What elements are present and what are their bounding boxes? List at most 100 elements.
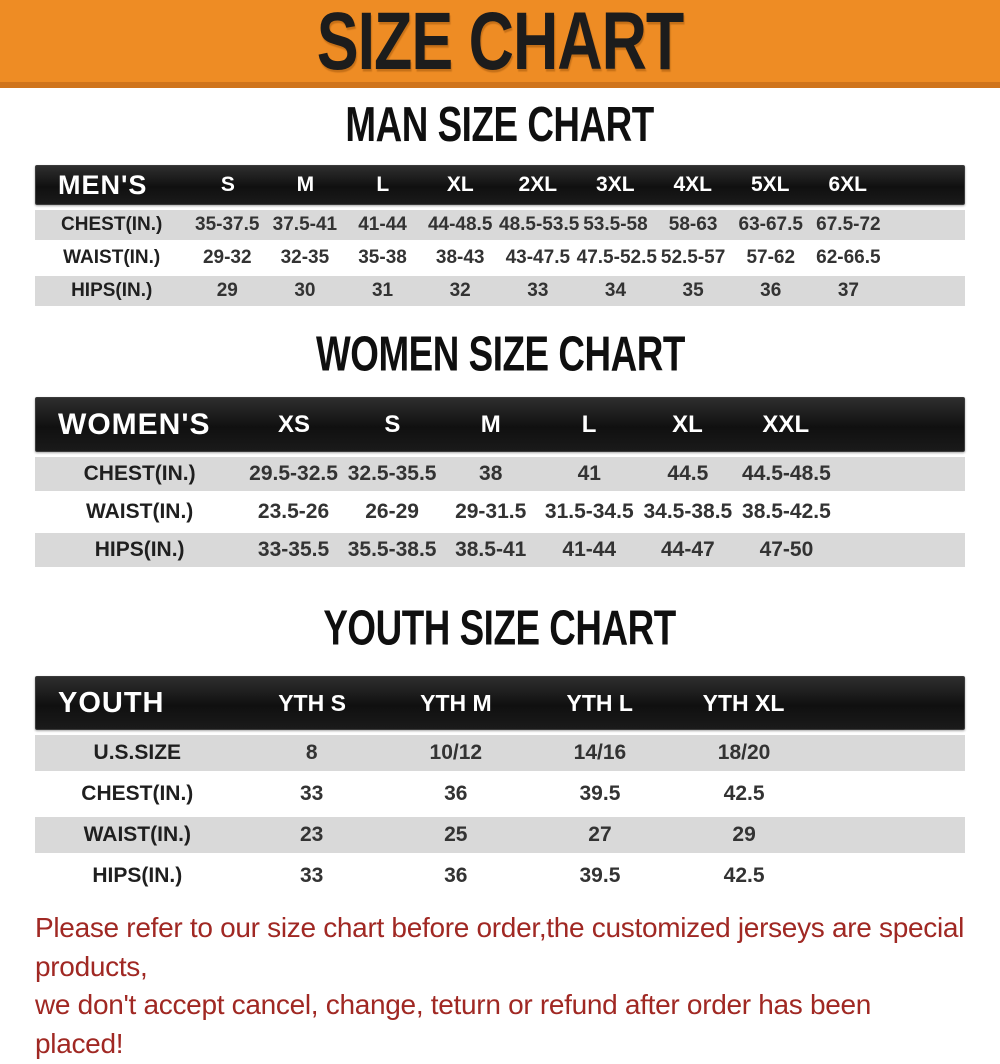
cell: 26-29 xyxy=(365,500,419,523)
table-row: U.S.SIZE 8 10/12 14/16 18/20 xyxy=(35,735,965,771)
table-row: WAIST(IN.) 29-32 32-35 35-38 38-43 43-47… xyxy=(35,243,965,273)
cell: 58-63 xyxy=(668,214,718,235)
banner-title: SIZE CHART xyxy=(316,0,685,88)
cell: 25 xyxy=(444,823,468,846)
row-label: CHEST(IN.) xyxy=(61,214,163,235)
men-size-col: L xyxy=(376,173,390,196)
women-table-title: WOMEN'S xyxy=(58,407,211,441)
cell: 33 xyxy=(299,782,324,805)
men-size-col: 2XL xyxy=(518,173,558,196)
disclaimer-line-1: Please refer to our size chart before or… xyxy=(35,912,965,982)
youth-heading-text: YOUTH SIZE CHART xyxy=(323,602,677,656)
table-row: CHEST(IN.) 33 36 39.5 42.5 xyxy=(35,776,965,812)
youth-size-col: YTH S xyxy=(278,689,346,716)
table-row: WAIST(IN.) 23.5-26 26-29 29-31.5 31.5-34… xyxy=(35,495,965,529)
cell: 44-48.5 xyxy=(427,214,493,235)
cell: 27 xyxy=(588,823,612,846)
men-section-heading: MAN SIZE CHART xyxy=(0,98,1000,152)
cell: 44.5-48.5 xyxy=(742,462,831,485)
women-heading-text: WOMEN SIZE CHART xyxy=(315,328,685,382)
table-row: CHEST(IN.) 29.5-32.5 32.5-35.5 38 41 44.… xyxy=(35,457,965,491)
women-size-col: S xyxy=(384,410,401,438)
men-size-table: MEN'S S M L XL 2XL 3XL 4XL 5XL 6XL CHEST… xyxy=(35,165,965,306)
cell: 29 xyxy=(216,280,238,301)
row-label: HIPS(IN.) xyxy=(94,538,185,561)
cell: 37 xyxy=(837,280,859,301)
cell: 42.5 xyxy=(723,782,765,805)
cell: 36 xyxy=(444,864,468,887)
cell: 32 xyxy=(449,280,471,301)
cell: 42.5 xyxy=(723,864,765,887)
table-row: HIPS(IN.) 33-35.5 35.5-38.5 38.5-41 41-4… xyxy=(35,533,965,567)
cell: 34 xyxy=(604,280,627,301)
women-table-header-row: WOMEN'S XS S M L XL XXL xyxy=(35,397,965,452)
table-row: HIPS(IN.) 29 30 31 32 33 34 35 36 37 xyxy=(35,276,965,306)
cell: 30 xyxy=(294,280,316,301)
row-label: U.S.SIZE xyxy=(93,741,182,764)
cell: 41 xyxy=(577,462,601,485)
cell: 44-47 xyxy=(660,538,715,561)
women-size-col: L xyxy=(581,410,597,438)
cell: 38 xyxy=(479,462,503,485)
women-table-body: CHEST(IN.) 29.5-32.5 32.5-35.5 38 41 44.… xyxy=(35,452,965,567)
women-size-col: XXL xyxy=(762,410,810,438)
cell: 35-37.5 xyxy=(195,214,260,235)
men-size-col: 6XL xyxy=(828,173,867,196)
cell: 38.5-41 xyxy=(455,538,527,561)
men-size-col: 4XL xyxy=(673,173,713,196)
row-label: WAIST(IN.) xyxy=(63,247,161,268)
cell: 14/16 xyxy=(573,741,627,764)
row-label: CHEST(IN.) xyxy=(83,462,196,485)
youth-table-body: U.S.SIZE 8 10/12 14/16 18/20 CHEST(IN.) … xyxy=(35,730,965,894)
youth-size-col: YTH M xyxy=(420,689,492,716)
women-size-col: XL xyxy=(672,410,703,438)
women-size-col: XS xyxy=(277,410,310,438)
cell: 31.5-34.5 xyxy=(544,500,634,523)
order-disclaimer: Please refer to our size chart before or… xyxy=(35,909,965,1064)
cell: 33-35.5 xyxy=(257,538,330,561)
cell: 44.5 xyxy=(667,462,709,485)
row-label: CHEST(IN.) xyxy=(81,782,194,805)
cell: 38.5-42.5 xyxy=(742,500,831,523)
cell: 52.5-57 xyxy=(660,247,726,268)
cell: 29-31.5 xyxy=(455,500,527,523)
cell: 36 xyxy=(444,782,468,805)
cell: 29.5-32.5 xyxy=(249,462,338,485)
cell: 41-44 xyxy=(358,214,407,235)
cell: 8 xyxy=(305,741,318,764)
cell: 53.5-58 xyxy=(583,214,648,235)
table-row: HIPS(IN.) 33 36 39.5 42.5 xyxy=(35,858,965,894)
women-section-heading: WOMEN SIZE CHART xyxy=(0,328,1000,382)
row-label: WAIST(IN.) xyxy=(83,823,191,846)
cell: 57-62 xyxy=(746,247,796,268)
cell: 38-43 xyxy=(435,247,485,268)
men-heading-text: MAN SIZE CHART xyxy=(345,98,655,152)
cell: 29 xyxy=(732,823,756,846)
men-table-body: CHEST(IN.) 35-37.5 37.5-41 41-44 44-48.5… xyxy=(35,205,965,306)
cell: 43-47.5 xyxy=(505,247,571,268)
youth-section-heading: YOUTH SIZE CHART xyxy=(0,602,1000,656)
cell: 41-44 xyxy=(562,538,617,561)
youth-size-table: YOUTH YTH S YTH M YTH L YTH XL U.S.SIZE … xyxy=(35,676,965,894)
youth-size-col: YTH XL xyxy=(702,689,785,716)
cell: 31 xyxy=(371,280,394,301)
cell: 23 xyxy=(299,823,324,846)
women-size-table: WOMEN'S XS S M L XL XXL CHEST(IN.) 29.5-… xyxy=(35,397,965,567)
women-size-col: M xyxy=(480,410,501,438)
cell: 23.5-26 xyxy=(257,500,330,523)
size-chart-banner: SIZE CHART xyxy=(0,0,1000,88)
cell: 33 xyxy=(527,280,549,301)
cell: 33 xyxy=(299,864,324,887)
cell: 48.5-53.5 xyxy=(499,214,580,235)
men-table-title: MEN'S xyxy=(58,169,148,200)
cell: 32.5-35.5 xyxy=(347,462,437,485)
men-size-col: M xyxy=(296,173,315,196)
youth-table-title: YOUTH xyxy=(58,686,165,719)
table-row: CHEST(IN.) 35-37.5 37.5-41 41-44 44-48.5… xyxy=(35,210,965,240)
disclaimer-line-2: we don't accept cancel, change, teturn o… xyxy=(35,989,872,1059)
cell: 18/20 xyxy=(717,741,771,764)
cell: 37.5-41 xyxy=(272,214,338,235)
cell: 35 xyxy=(682,280,704,301)
men-size-col: XL xyxy=(446,173,474,196)
cell: 35.5-38.5 xyxy=(347,538,437,561)
